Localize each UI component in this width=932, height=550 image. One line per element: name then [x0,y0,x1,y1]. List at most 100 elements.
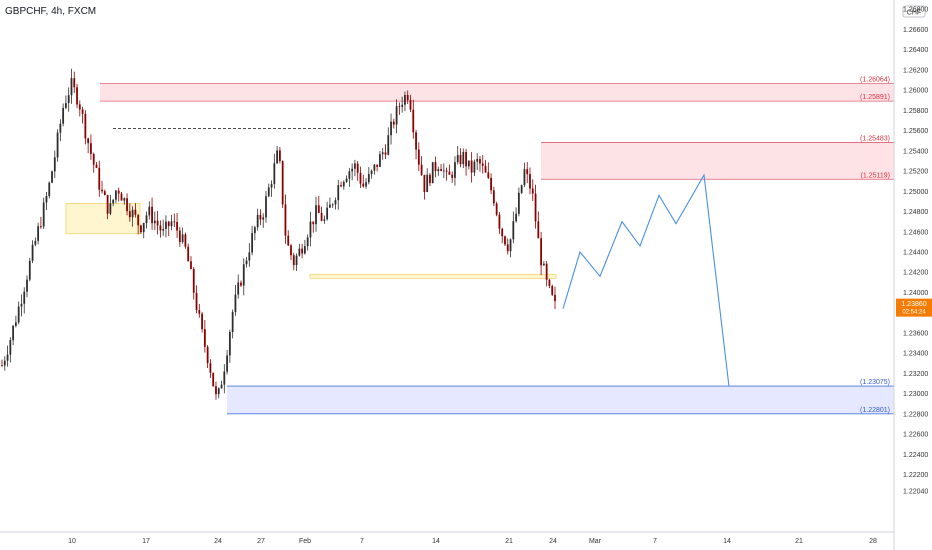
candle-body [376,164,379,167]
candle-body [448,171,451,175]
candle-body [459,155,462,165]
zone-top-label: (1.25483) [860,135,890,142]
candle-body [476,158,479,162]
candle-body [298,248,301,256]
y-tick-label: 1.22800 [903,411,928,418]
candle-body [392,121,395,125]
candle-body [420,164,423,175]
candle-body [442,170,445,172]
candle-body [487,172,490,178]
candle-body [370,170,373,175]
candle-body [329,204,331,208]
candle-body [276,150,279,164]
candle-body [506,244,509,252]
y-tick-label: 1.26200 [903,67,928,74]
candle-body [90,143,92,154]
candle-body [103,191,106,196]
candle-body [348,171,351,179]
supply-zone[interactable] [541,142,894,180]
candle-body [253,227,256,234]
candle-body [109,203,112,214]
candle-body [234,294,237,312]
candle-body [395,106,398,125]
candle-body [173,221,176,223]
candle-body [167,221,170,227]
y-tick-label: 1.22200 [903,472,928,479]
x-tick-label: 21 [505,538,513,545]
candle-body [481,163,484,166]
candle-body [73,78,76,88]
imbalance-box[interactable] [65,203,141,235]
candle-body [240,282,242,286]
candle-body [184,234,187,247]
candle-body [431,162,434,184]
candle-body [426,174,429,192]
candle-body [331,204,334,206]
candle-body [287,235,290,246]
candle-body [228,332,231,356]
candle-body [31,244,34,261]
candle-body [87,138,90,144]
y-tick-label: 1.24200 [903,270,928,277]
y-tick-label: 1.22600 [903,432,928,439]
demand-zone[interactable] [227,386,894,414]
candle-body [284,204,287,236]
candle-body [28,260,31,280]
candle-body [20,303,23,307]
candle-body [123,198,126,201]
zone-bottom-label: (1.25119) [861,172,890,179]
candle-body [40,226,42,228]
x-tick-label: 7 [360,538,364,545]
supply-zone[interactable] [100,83,894,102]
candle-body [292,255,295,266]
candle-body [12,325,15,341]
candle-body [190,261,192,269]
candle-body [273,163,276,185]
candle-body [120,193,123,201]
candle-body [354,163,356,169]
overlay-layer [113,128,730,387]
y-tick-label: 1.22040 [903,488,928,495]
candle-body [542,263,545,266]
candle-body [315,205,317,225]
candle-body [140,225,142,233]
candle-body [248,252,251,261]
candle-body [379,154,381,167]
y-tick-label: 1.26000 [903,88,928,95]
imbalance-box[interactable] [309,273,557,279]
candle-body [320,212,323,221]
candle-body [145,215,148,224]
candle-body [537,221,540,239]
candle-body [226,355,228,372]
x-tick-label: 27 [257,538,265,545]
candle-body [165,221,167,229]
candle-body [456,155,459,163]
candle-body [42,202,45,227]
candle-body [529,174,531,189]
candle-body [112,199,115,204]
candle-body [523,169,526,186]
candle-body [337,185,340,201]
candle-body [301,248,304,254]
x-tick-label: 14 [432,538,440,545]
x-tick-label: 24 [549,538,557,545]
candle-body [334,200,337,205]
candle-body [203,329,206,347]
candle-body [245,260,248,265]
candle-body [59,123,62,133]
y-tick-label: 1.23400 [903,351,928,358]
candle-body [162,228,165,231]
candle-body [515,213,517,222]
candle-body [306,237,309,247]
candle-body [278,150,281,162]
candle-body [501,228,504,237]
candle-body [195,292,198,311]
candle-body [209,363,212,373]
candle-body [26,279,28,292]
currency-badge[interactable] [902,5,926,18]
projection-path[interactable] [562,173,730,387]
candle-body [465,151,467,167]
candle-body [342,181,345,187]
